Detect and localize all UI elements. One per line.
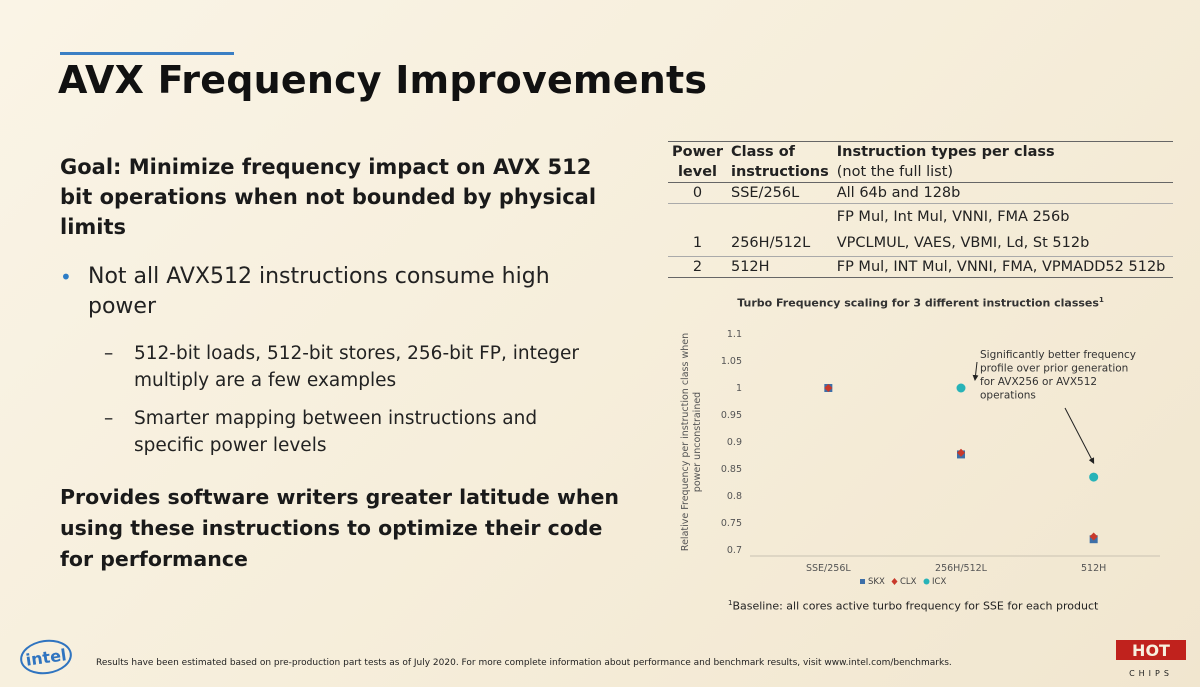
data-point-icx: [1089, 472, 1099, 482]
goal-text: Goal: Minimize frequency impact on AVX 5…: [60, 155, 597, 239]
cell-types-line: FP Mul, Int Mul, VNNI, FMA 256b: [836, 209, 1070, 225]
legend-marker-clx: [891, 578, 898, 585]
x-tick-label: SSE/256L: [806, 563, 851, 574]
cell-level: 2: [692, 259, 703, 275]
cell-class: 512H: [730, 259, 770, 275]
data-point-clx: [824, 384, 833, 392]
dash-icon: –: [104, 343, 114, 364]
y-tick-label: 1: [736, 383, 742, 394]
header-text: level: [677, 164, 718, 180]
y-tick-label: 1.05: [721, 356, 742, 367]
chart-annotation-line: for AVX256 or AVX512: [980, 376, 1097, 388]
y-tick-label: 1.1: [727, 329, 742, 340]
y-tick-label: 0.95: [721, 410, 742, 421]
header-text: Power: [672, 144, 723, 160]
x-tick-label: 512H: [1081, 563, 1106, 574]
cell-level: 0: [692, 185, 703, 201]
cell-class: SSE/256L: [730, 185, 800, 201]
table-header-row: Power level Class of instructions Instru…: [668, 141, 1173, 183]
page-title: AVX Frequency Improvements: [58, 58, 708, 102]
dash-icon: –: [104, 408, 114, 429]
hot-chips-logo-banner: [1116, 640, 1186, 660]
header-text: Class of: [730, 144, 795, 160]
sub-bullet-text: Smarter mapping between instructions and…: [134, 408, 538, 456]
y-tick-label: 0.75: [721, 518, 742, 529]
frequency-scatter-chart: 1.1 1.05 1 0.95 0.9 0.85 0.8 0.75 0.7 SSE/256L 256…: [680, 329, 1160, 587]
chart-annotation-line: operations: [980, 390, 1036, 402]
data-point-clx: [957, 448, 965, 457]
y-axis-label: power unconstrained: [692, 392, 703, 492]
header-text: (not the full list): [836, 164, 954, 180]
title-rule: [60, 52, 234, 55]
y-tick-label: 0.8: [727, 491, 742, 502]
header-class: Class of instructions: [727, 142, 833, 183]
data-point-clx: [1089, 532, 1098, 541]
legend-marker-skx: [860, 579, 865, 584]
data-point-icx: [956, 383, 966, 393]
bullet-text: Not all AVX512 instructions consume high…: [88, 264, 550, 319]
header-text: instructions: [730, 164, 829, 180]
header-text: Instruction types per class: [836, 144, 1055, 160]
bullet-dot-icon: •: [60, 265, 72, 289]
hot-chips-logo-hot: HOT: [1132, 641, 1170, 660]
header-types: Instruction types per class (not the ful…: [833, 142, 1173, 183]
y-tick-label: 0.85: [721, 464, 742, 475]
chart-title-text: Turbo Frequency scaling for 3 different …: [737, 296, 1099, 310]
instruction-class-table: Power level Class of instructions Instru…: [668, 141, 1173, 278]
footnote-text: Baseline: all cores active turbo frequen…: [732, 599, 1099, 613]
chart-footnote: 1Baseline: all cores active turbo freque…: [728, 599, 1168, 613]
y-tick-label: 0.7: [727, 545, 742, 556]
annotation-arrow: [972, 361, 979, 381]
x-tick-label: 256H/512L: [935, 563, 988, 574]
chart-annotation-line: Significantly better frequency: [980, 349, 1136, 361]
sub-bullet-text: 512-bit loads, 512-bit stores, 256-bit F…: [134, 343, 579, 391]
intel-logo: intel: [17, 636, 75, 678]
annotation-arrow: [1064, 407, 1095, 464]
table-row: 0 SSE/256L All 64b and 128b: [668, 183, 1173, 204]
provides-text: Provides software writers greater latitu…: [60, 485, 619, 571]
chart-title-footnote-mark: 1: [1098, 296, 1104, 304]
legend-label: ICX: [932, 577, 946, 587]
sub-bullet-2: – Smarter mapping between instructions a…: [104, 405, 604, 459]
chart-annotation-line: profile over prior generation: [980, 363, 1128, 375]
table-row: 1 256H/512L FP Mul, Int Mul, VNNI, FMA 2…: [668, 204, 1173, 257]
cell-class: 256H/512L: [730, 235, 811, 251]
disclaimer-text: Results have been estimated based on pre…: [96, 658, 952, 668]
legend-label: CLX: [900, 577, 917, 587]
cell-types: All 64b and 128b: [836, 185, 961, 201]
hot-chips-logo-chips: CHIPS: [1129, 669, 1173, 678]
chart-title: Turbo Frequency scaling for 3 different …: [668, 296, 1173, 310]
footnote-mark: 1: [728, 599, 733, 607]
table-row: 2 512H FP Mul, INT Mul, VNNI, FMA, VPMAD…: [668, 257, 1173, 278]
cell-types: FP Mul, Int Mul, VNNI, FMA 256b VPCLMUL,…: [833, 204, 1173, 257]
header-power-level: Power level: [668, 142, 727, 183]
legend-marker-icx: [923, 578, 930, 585]
cell-types-line: VPCLMUL, VAES, VBMI, Ld, St 512b: [836, 235, 1090, 251]
bullet-point: • Not all AVX512 instructions consume hi…: [60, 262, 600, 322]
y-tick-label: 0.9: [727, 437, 742, 448]
hot-chips-logo: HOT CHIPS: [1116, 640, 1186, 678]
cell-level: 1: [692, 235, 703, 251]
y-axis-label: Relative Frequency per instruction class…: [680, 333, 691, 551]
cell-types: FP Mul, INT Mul, VNNI, FMA, VPMADD52 512…: [836, 259, 1166, 275]
legend-label: SKX: [868, 577, 885, 587]
sub-bullet-1: – 512-bit loads, 512-bit stores, 256-bit…: [104, 340, 604, 394]
